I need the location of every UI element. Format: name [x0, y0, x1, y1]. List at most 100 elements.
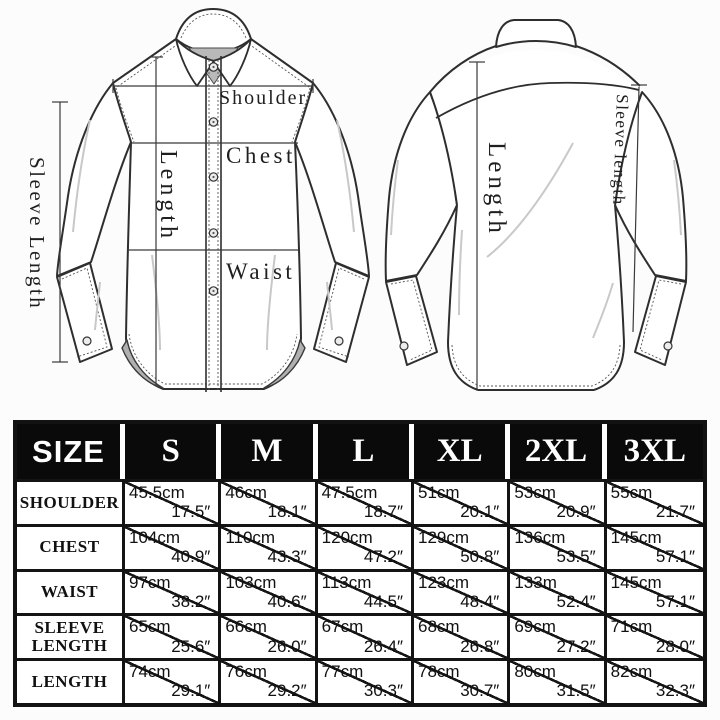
measurement-cell-shoulder-2xl: 53cm 20.9″ — [510, 479, 607, 524]
inch-value: 28.0″ — [655, 636, 695, 656]
measurement-cell-waist-l: 113cm 44.5″ — [317, 568, 414, 614]
cm-value: 67cm — [321, 617, 364, 637]
measurement-cell-chest-3xl: 145cm 57.1″ — [606, 523, 703, 569]
back-crease-lines — [390, 142, 682, 339]
inch-value: 18.1″ — [267, 502, 307, 522]
cm-value: 97cm — [129, 572, 171, 592]
inch-value: 17.5″ — [171, 502, 211, 522]
cm-value: 65cm — [129, 617, 171, 637]
inch-value: 20.1″ — [460, 502, 500, 522]
back-sleeve-length-label: Sleeve length — [609, 94, 632, 206]
front-measure-lines — [52, 56, 314, 386]
cm-value: 113cm — [321, 572, 372, 592]
inch-value: 44.5″ — [363, 591, 403, 611]
row-label-shoulder: SHOULDER — [17, 479, 125, 524]
inch-value: 25.6″ — [171, 636, 211, 656]
cm-value: 47.5cm — [321, 483, 378, 502]
measurement-cell-shoulder-s: 45.5cm 17.5″ — [125, 479, 222, 524]
measurement-cell-chest-s: 104cm 40.9″ — [125, 523, 222, 569]
measurement-cell-length-s: 74cm 29.1″ — [125, 658, 222, 703]
cm-value: 53cm — [514, 483, 556, 502]
size-chart-table: SIZE S M L XL 2XL 3XL SHOULDER 45.5cm 17.… — [13, 420, 707, 707]
measurement-cell-sleeve-s: 65cm 25.6″ — [125, 613, 222, 659]
row-label-chest: CHEST — [17, 523, 125, 569]
front-left-hem-gusset — [121, 339, 164, 389]
measurement-cell-sleeve-m: 66cm 26.0″ — [221, 613, 318, 659]
measurement-cell-waist-m: 103cm 40.6″ — [221, 568, 318, 614]
size-column-header-xl: XL — [414, 424, 511, 479]
inch-value: 20.9″ — [556, 502, 596, 522]
measurement-cell-sleeve-3xl: 71cm 28.0″ — [606, 613, 703, 659]
front-shirt-diagram: Shoulder Chest Waist Length Sleeve Lengt… — [25, 8, 370, 392]
cm-value: 133m — [514, 572, 557, 592]
row-label-waist: WAIST — [17, 568, 125, 614]
row-label-sleeve-length: SLEEVE LENGTH — [17, 613, 125, 659]
cm-value: 66cm — [225, 617, 267, 637]
front-right-cuff — [313, 262, 370, 363]
back-right-side-seam — [593, 204, 625, 391]
size-column-header-s: S — [125, 424, 222, 479]
measurement-cell-length-m: 76cm 29.2″ — [221, 658, 318, 703]
front-length-label: Length — [155, 150, 181, 242]
back-right-cuff-button — [663, 341, 673, 351]
front-waist-label: Waist — [226, 259, 295, 284]
cm-value: 103cm — [225, 572, 277, 592]
size-column-header-2xl: 2XL — [510, 424, 607, 479]
back-body-fill — [430, 50, 642, 390]
cm-value: 80cm — [514, 662, 556, 682]
cm-value: 51cm — [418, 483, 460, 502]
measurement-cell-waist-s: 97cm 38.2″ — [125, 568, 222, 614]
inch-value: 40.9″ — [171, 547, 211, 567]
cm-value: 145cm — [610, 572, 662, 592]
measurement-cell-chest-m: 110cm 43.3″ — [221, 523, 318, 569]
inch-value: 57.1″ — [655, 547, 695, 567]
measurement-cell-sleeve-2xl: 69cm 27.2″ — [510, 613, 607, 659]
front-crease-lines — [72, 119, 355, 351]
inch-value: 26.4″ — [363, 636, 403, 656]
front-right-sleeve — [294, 82, 370, 277]
back-shirt-diagram: Length Sleeve length — [384, 19, 688, 391]
inch-value: 38.2″ — [171, 591, 211, 611]
measurement-cell-shoulder-xl: 51cm 20.1″ — [414, 479, 511, 524]
measurement-cell-sleeve-l: 67cm 26.4″ — [317, 613, 414, 659]
cm-value: 145cm — [610, 527, 662, 547]
measurement-cell-waist-3xl: 145cm 57.1″ — [606, 568, 703, 614]
back-measure-lines — [469, 61, 647, 389]
inch-value: 52.4″ — [556, 591, 596, 611]
size-column-header-l: L — [317, 424, 414, 479]
cm-value: 120cm — [321, 527, 373, 547]
size-corner-header: SIZE — [17, 424, 125, 479]
back-yoke-seam — [435, 81, 640, 119]
cm-value: 77cm — [321, 662, 364, 682]
inch-value: 27.2″ — [556, 636, 596, 656]
measurement-cell-sleeve-xl: 68cm 26.8″ — [414, 613, 511, 659]
front-buttons — [208, 62, 219, 296]
cm-value: 74cm — [129, 662, 171, 682]
back-hem-stitch — [451, 344, 621, 387]
inch-value: 30.3″ — [363, 681, 403, 701]
front-chest-label: Chest — [226, 143, 296, 168]
back-left-cuff — [385, 275, 438, 366]
inch-value: 47.2″ — [363, 547, 403, 567]
cm-value: 46cm — [225, 483, 267, 502]
inch-value: 29.1″ — [171, 681, 211, 701]
measurement-cell-length-l: 77cm 30.3″ — [317, 658, 414, 703]
cm-value: 82cm — [610, 662, 653, 682]
inch-value: 29.2″ — [267, 681, 307, 701]
back-right-cuff — [634, 275, 687, 366]
inch-value: 21.7″ — [655, 502, 695, 522]
measurement-cell-chest-l: 120cm 47.2″ — [317, 523, 414, 569]
back-left-cuff-button — [399, 341, 409, 351]
size-column-header-3xl: 3XL — [606, 424, 703, 479]
inch-value: 31.5″ — [556, 681, 596, 701]
back-sleeve-length-line — [632, 86, 640, 333]
front-left-cuff-button — [82, 336, 92, 346]
shirt-diagrams: Shoulder Chest Waist Length Sleeve Lengt… — [25, 8, 688, 392]
size-column-header-m: M — [221, 424, 318, 479]
cm-value: 110cm — [225, 527, 276, 547]
cm-value: 76cm — [225, 662, 267, 682]
cm-value: 68cm — [418, 617, 460, 637]
cm-value: 55cm — [610, 483, 653, 502]
cm-value: 104cm — [129, 527, 181, 547]
cm-value: 129cm — [418, 527, 470, 547]
